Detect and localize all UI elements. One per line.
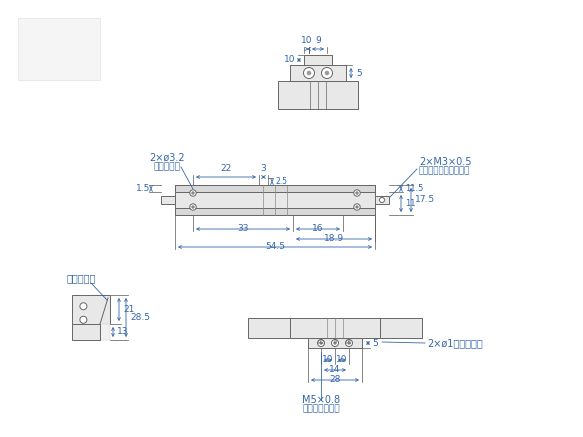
- Circle shape: [190, 204, 196, 210]
- Circle shape: [356, 192, 358, 194]
- Circle shape: [321, 67, 332, 79]
- Text: 5: 5: [356, 69, 361, 77]
- Bar: [100, 324, 110, 340]
- Circle shape: [320, 342, 322, 344]
- Text: 28.5: 28.5: [130, 313, 150, 322]
- Bar: [290, 65, 346, 81]
- Text: （配管ポート）: （配管ポート）: [302, 404, 340, 413]
- Circle shape: [354, 190, 360, 196]
- Bar: [161, 196, 175, 204]
- Bar: [308, 338, 362, 348]
- Circle shape: [318, 340, 325, 347]
- Text: マニュアル: マニュアル: [67, 273, 96, 283]
- Text: P1: P1: [346, 340, 352, 346]
- Circle shape: [346, 340, 353, 347]
- Circle shape: [192, 206, 194, 208]
- Text: P: P: [333, 340, 336, 346]
- Text: 18.9: 18.9: [324, 234, 344, 243]
- Bar: [304, 55, 332, 65]
- Circle shape: [380, 198, 385, 202]
- Bar: [290, 318, 380, 338]
- Text: 10: 10: [322, 355, 333, 364]
- Text: 11: 11: [405, 199, 416, 208]
- Bar: [175, 185, 375, 192]
- Text: 11.5: 11.5: [405, 184, 423, 193]
- Text: 16: 16: [312, 224, 324, 233]
- Circle shape: [348, 342, 350, 344]
- Text: 10: 10: [301, 36, 312, 45]
- Text: 33: 33: [237, 224, 249, 233]
- Circle shape: [325, 71, 329, 75]
- Circle shape: [354, 204, 360, 210]
- Text: 2×ø3.2: 2×ø3.2: [149, 153, 185, 163]
- Text: M5×0.8: M5×0.8: [302, 395, 340, 405]
- Text: 54.5: 54.5: [265, 242, 285, 251]
- Circle shape: [190, 190, 196, 196]
- Text: 5: 5: [372, 339, 378, 347]
- Circle shape: [332, 340, 339, 347]
- Text: 2.5: 2.5: [275, 177, 287, 186]
- Circle shape: [304, 67, 314, 79]
- Text: 28: 28: [329, 375, 340, 384]
- Text: 1.5: 1.5: [136, 184, 150, 193]
- Bar: [380, 318, 422, 338]
- Circle shape: [334, 342, 336, 344]
- Bar: [72, 324, 100, 340]
- Text: 13: 13: [117, 327, 128, 336]
- Text: 2×M3×0.5: 2×M3×0.5: [419, 157, 472, 167]
- Bar: [375, 196, 389, 204]
- Bar: [18, 18, 100, 80]
- Text: （パイロットポート）: （パイロットポート）: [419, 166, 470, 175]
- Text: 21: 21: [123, 305, 134, 314]
- Text: 10: 10: [336, 355, 347, 364]
- Text: 22: 22: [220, 164, 231, 173]
- Bar: [248, 318, 290, 338]
- Bar: [72, 295, 110, 324]
- Bar: [278, 81, 358, 109]
- Text: 17.5: 17.5: [415, 195, 435, 205]
- Text: 3: 3: [261, 164, 266, 173]
- Text: 2×ø1（呼吸用）: 2×ø1（呼吸用）: [427, 338, 483, 348]
- Circle shape: [356, 206, 358, 208]
- Bar: [175, 208, 375, 215]
- Text: 14: 14: [329, 365, 340, 374]
- Bar: [175, 185, 375, 215]
- Text: 10: 10: [285, 55, 296, 65]
- Text: R2: R2: [317, 340, 325, 346]
- Circle shape: [192, 192, 194, 194]
- Circle shape: [80, 316, 87, 323]
- Text: （取付用）: （取付用）: [153, 162, 180, 171]
- Circle shape: [80, 303, 87, 310]
- Text: 9: 9: [315, 36, 321, 45]
- Circle shape: [307, 71, 311, 75]
